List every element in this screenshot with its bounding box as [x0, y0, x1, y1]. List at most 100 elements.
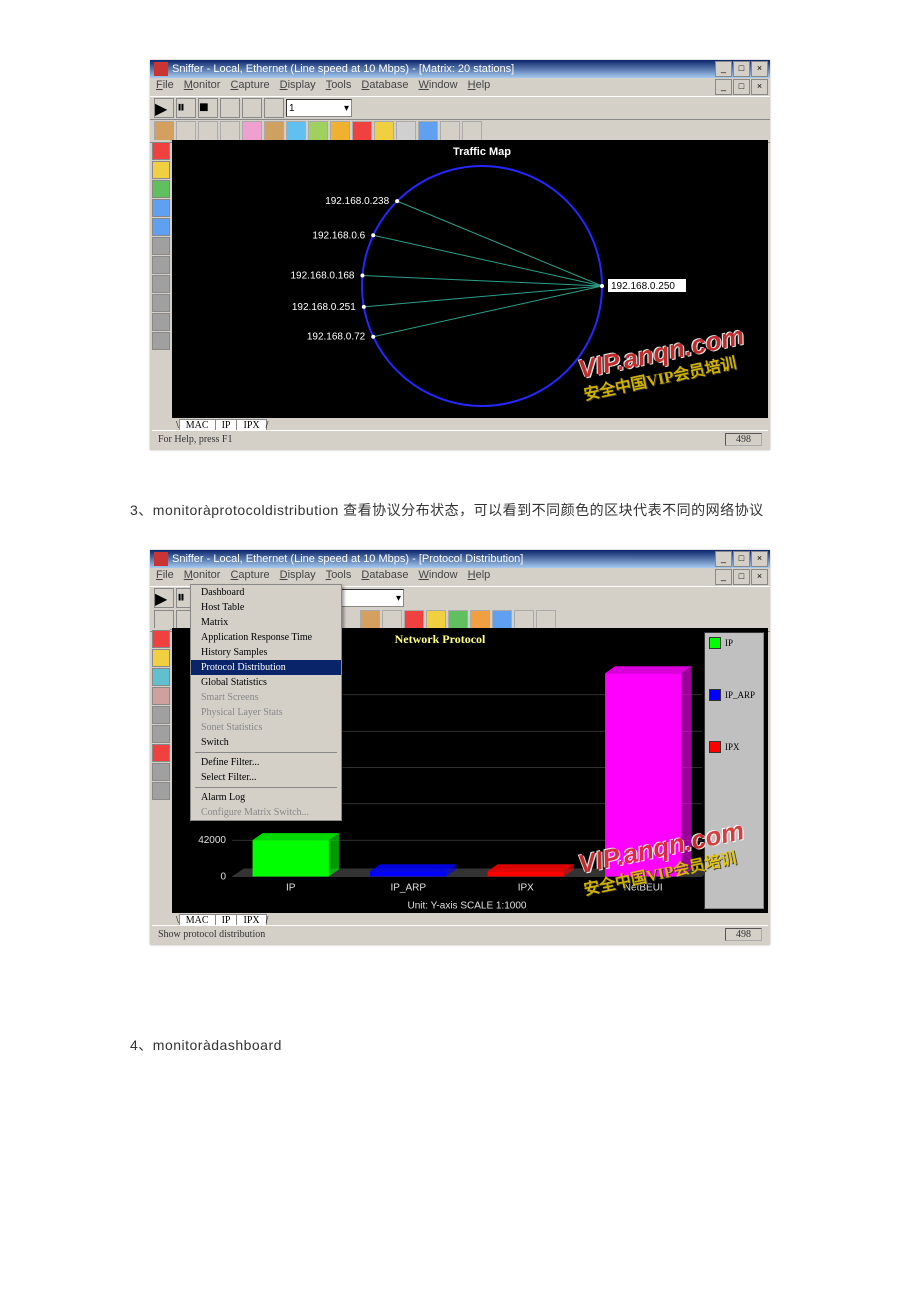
tool-button[interactable]: [514, 610, 534, 630]
tool-button[interactable]: [154, 121, 174, 141]
menu-item[interactable]: Dashboard: [191, 585, 341, 600]
status-counter: 498: [725, 433, 762, 446]
menu-item[interactable]: Window: [418, 569, 457, 581]
menu-item[interactable]: Capture: [230, 79, 269, 91]
menu-item[interactable]: Tools: [326, 79, 352, 91]
inner-maximize-button[interactable]: □: [733, 79, 750, 95]
tool-button[interactable]: [382, 610, 402, 630]
menu-item[interactable]: File: [156, 569, 174, 581]
menu-item[interactable]: File: [156, 79, 174, 91]
menu-item[interactable]: Application Response Time: [191, 630, 341, 645]
tool-button[interactable]: [448, 610, 468, 630]
tool-button[interactable]: [264, 121, 284, 141]
tool-button[interactable]: [404, 610, 424, 630]
tool-button[interactable]: [242, 98, 262, 118]
menu-item[interactable]: Database: [361, 79, 408, 91]
tool-button[interactable]: [330, 121, 350, 141]
play-button[interactable]: ▶: [154, 98, 174, 118]
menu-item[interactable]: Switch: [191, 735, 341, 750]
inner-window-buttons: _ □ ×: [715, 569, 768, 585]
tool-button[interactable]: [264, 98, 284, 118]
menu-item[interactable]: Display: [280, 79, 316, 91]
menu-item[interactable]: Help: [468, 79, 491, 91]
tool-button[interactable]: [440, 121, 460, 141]
tool-button[interactable]: [220, 98, 240, 118]
inner-close-button[interactable]: ×: [751, 79, 768, 95]
tool-button[interactable]: [152, 313, 170, 331]
tool-button[interactable]: [152, 744, 170, 762]
menu-item[interactable]: Alarm Log: [191, 790, 341, 805]
tool-button[interactable]: [152, 237, 170, 255]
tool-button[interactable]: [426, 610, 446, 630]
tool-button[interactable]: [152, 687, 170, 705]
svg-text:192.168.0.168: 192.168.0.168: [291, 271, 355, 282]
tool-button[interactable]: [220, 121, 240, 141]
tool-button[interactable]: [492, 610, 512, 630]
inner-minimize-button[interactable]: _: [715, 79, 732, 95]
inner-close-button[interactable]: ×: [751, 569, 768, 585]
left-toolbar: [152, 140, 170, 350]
menu-item[interactable]: Matrix: [191, 615, 341, 630]
inner-minimize-button[interactable]: _: [715, 569, 732, 585]
status-bar: For Help, press F1 498: [152, 430, 768, 448]
tool-button[interactable]: [308, 121, 328, 141]
menu-item[interactable]: Protocol Distribution: [191, 660, 341, 675]
menu-item[interactable]: Global Statistics: [191, 675, 341, 690]
toolbar-combo[interactable]: ▾: [338, 589, 404, 607]
menu-item[interactable]: Define Filter...: [191, 755, 341, 770]
menu-item[interactable]: Tools: [326, 569, 352, 581]
tool-button[interactable]: [396, 121, 416, 141]
tool-button[interactable]: [152, 199, 170, 217]
tool-button[interactable]: [374, 121, 394, 141]
menu-item[interactable]: Database: [361, 569, 408, 581]
tool-button[interactable]: [470, 610, 490, 630]
menu-item[interactable]: Host Table: [191, 600, 341, 615]
tool-button[interactable]: [286, 121, 306, 141]
tool-button[interactable]: [152, 142, 170, 160]
stop-button[interactable]: ■: [198, 98, 218, 118]
maximize-button[interactable]: □: [733, 551, 750, 567]
tool-button[interactable]: [352, 121, 372, 141]
app-icon: [154, 62, 168, 76]
menu-item[interactable]: Monitor: [184, 569, 221, 581]
page-combo[interactable]: 1▾: [286, 99, 352, 117]
tool-button[interactable]: [152, 649, 170, 667]
tool-button[interactable]: [418, 121, 438, 141]
minimize-button[interactable]: _: [715, 551, 732, 567]
tool-button[interactable]: [152, 630, 170, 648]
tool-button[interactable]: [152, 782, 170, 800]
menu-item[interactable]: Capture: [230, 569, 269, 581]
menu-item[interactable]: Monitor: [184, 79, 221, 91]
tool-button[interactable]: [152, 275, 170, 293]
close-button[interactable]: ×: [751, 61, 768, 77]
pause-button[interactable]: ⏸: [176, 98, 196, 118]
minimize-button[interactable]: _: [715, 61, 732, 77]
tool-button[interactable]: [152, 294, 170, 312]
menu-item[interactable]: Help: [468, 569, 491, 581]
tool-button[interactable]: [242, 121, 262, 141]
tool-button[interactable]: [462, 121, 482, 141]
tool-button[interactable]: [536, 610, 556, 630]
tool-button[interactable]: [176, 121, 196, 141]
tool-button[interactable]: [152, 256, 170, 274]
play-button[interactable]: ▶: [154, 588, 174, 608]
menu-item[interactable]: History Samples: [191, 645, 341, 660]
monitor-menu-dropdown: DashboardHost TableMatrixApplication Res…: [190, 584, 342, 821]
tool-button[interactable]: [152, 332, 170, 350]
tool-button[interactable]: [360, 610, 380, 630]
tool-button[interactable]: [152, 180, 170, 198]
menu-item[interactable]: Window: [418, 79, 457, 91]
maximize-button[interactable]: □: [733, 61, 750, 77]
tool-button[interactable]: [154, 610, 174, 630]
tool-button[interactable]: [198, 121, 218, 141]
tool-button[interactable]: [152, 668, 170, 686]
menu-item[interactable]: Display: [280, 569, 316, 581]
tool-button[interactable]: [152, 725, 170, 743]
tool-button[interactable]: [152, 218, 170, 236]
tool-button[interactable]: [152, 763, 170, 781]
close-button[interactable]: ×: [751, 551, 768, 567]
inner-maximize-button[interactable]: □: [733, 569, 750, 585]
tool-button[interactable]: [152, 161, 170, 179]
menu-item[interactable]: Select Filter...: [191, 770, 341, 785]
tool-button[interactable]: [152, 706, 170, 724]
